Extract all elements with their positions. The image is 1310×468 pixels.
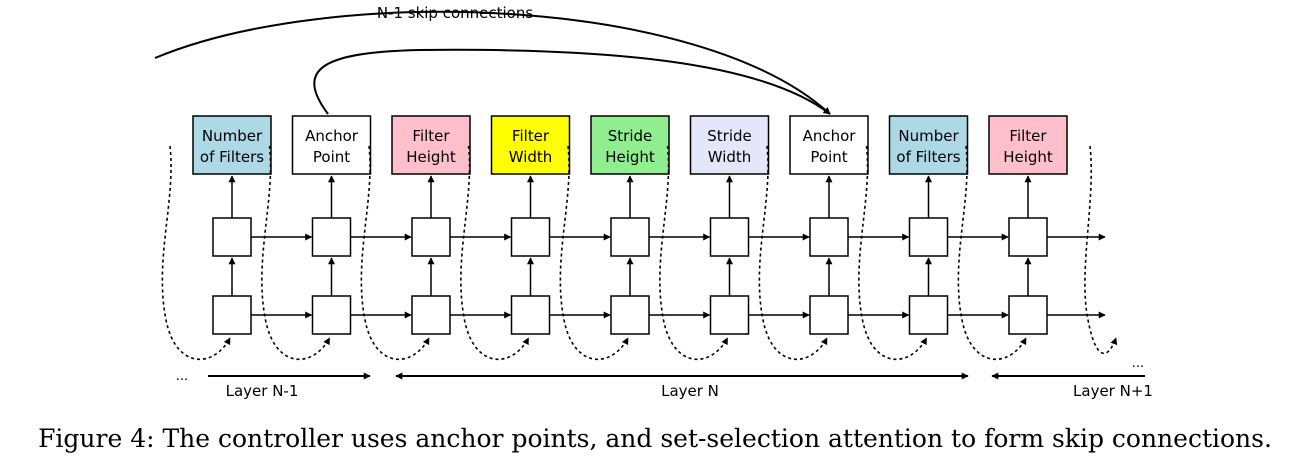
figure-caption: Figure 4: The controller uses anchor poi…	[38, 424, 1272, 453]
decision-box: Filter Height	[391, 115, 471, 175]
decision-box-label: Filter	[412, 127, 450, 145]
dotted-feedback-line	[261, 145, 331, 360]
lstm-cells	[212, 175, 1106, 335]
decision-box: Stride Width	[689, 115, 770, 175]
lstm-cell-lower	[709, 295, 750, 335]
layer-label-n-plus-1: Layer N+1	[1073, 382, 1153, 400]
decision-box-label: Anchor	[803, 127, 857, 145]
decision-box-label: Width	[509, 148, 553, 166]
dotted-feedback-line	[559, 145, 629, 360]
lstm-cell-lower	[411, 295, 451, 335]
lstm-cell-upper	[610, 217, 650, 257]
decision-box: Number of Filters	[888, 115, 969, 175]
lstm-cell-lower	[809, 295, 849, 335]
decision-box-label: Height	[605, 148, 655, 166]
dotted-feedback-line	[858, 145, 928, 360]
dotted-feedback-line	[161, 145, 231, 360]
lstm-cell-upper	[212, 217, 252, 257]
lstm-cell-lower	[908, 295, 949, 335]
dotted-feedback-line	[1084, 145, 1118, 355]
lstm-cell-upper	[411, 217, 451, 257]
decision-box-label: Height	[406, 148, 456, 166]
decision-box-label: Point	[313, 148, 350, 166]
lstm-cell-lower	[311, 295, 352, 335]
skip-connection-arc-long	[154, 10, 831, 115]
lstm-cell-upper	[809, 217, 849, 257]
dotted-feedback-line	[957, 145, 1027, 360]
skip-connections-label: N-1 skip connections	[377, 4, 534, 22]
decision-box-label: Filter	[1009, 127, 1047, 145]
decision-box-label: Number	[202, 127, 263, 145]
lstm-cell-upper	[908, 217, 949, 257]
skip-connection-arc-short	[313, 48, 831, 115]
ellipsis-right: ...	[1132, 356, 1144, 371]
lstm-cell-lower	[510, 295, 551, 335]
decision-box-label: Filter	[512, 127, 550, 145]
lstm-cell-upper	[709, 217, 750, 257]
dotted-feedback-line	[659, 145, 729, 360]
decision-box: Filter Width	[490, 115, 571, 175]
decision-box: Anchor Point	[789, 115, 869, 175]
dotted-feedback-line	[360, 145, 430, 360]
decision-box: Stride Height	[590, 115, 670, 175]
decision-box: Number of Filters	[192, 115, 272, 175]
decision-box-label: Height	[1003, 148, 1053, 166]
decision-box-label: Number	[898, 127, 959, 145]
decision-box-label: Stride	[608, 127, 653, 145]
layer-label-n-minus-1: Layer N-1	[226, 382, 299, 400]
dotted-feedback-lines	[161, 145, 1118, 360]
decision-box-label: of Filters	[896, 148, 960, 166]
ellipsis-left: ...	[176, 369, 188, 384]
layer-label-n: Layer N	[661, 382, 719, 400]
lstm-cell-lower	[1008, 295, 1048, 335]
lstm-cell-upper	[1008, 217, 1048, 257]
decision-box-label: Point	[810, 148, 847, 166]
lstm-cell-lower	[212, 295, 252, 335]
lstm-cell-upper	[510, 217, 551, 257]
decision-box-label: of Filters	[200, 148, 264, 166]
decision-box-label: Stride	[707, 127, 752, 145]
lstm-cell-upper	[311, 217, 352, 257]
lstm-cell-lower	[610, 295, 650, 335]
decision-box: Filter Height	[988, 115, 1068, 175]
decision-box-label: Width	[708, 148, 752, 166]
dotted-feedback-line	[460, 145, 530, 360]
decision-box-label: Anchor	[305, 127, 359, 145]
dotted-feedback-line	[758, 145, 828, 360]
decision-box: Anchor Point	[291, 115, 372, 175]
